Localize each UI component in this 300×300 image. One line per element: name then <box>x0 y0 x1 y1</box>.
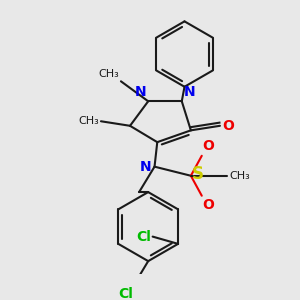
Text: CH₃: CH₃ <box>78 116 99 126</box>
Text: N: N <box>140 160 152 174</box>
Text: N: N <box>184 85 195 100</box>
Text: Cl: Cl <box>118 286 133 300</box>
Text: O: O <box>203 199 214 212</box>
Text: S: S <box>192 165 204 183</box>
Text: N: N <box>135 85 146 100</box>
Text: CH₃: CH₃ <box>98 70 119 80</box>
Text: O: O <box>203 139 214 153</box>
Text: CH₃: CH₃ <box>229 171 250 181</box>
Text: Cl: Cl <box>136 230 151 244</box>
Text: O: O <box>223 119 235 133</box>
